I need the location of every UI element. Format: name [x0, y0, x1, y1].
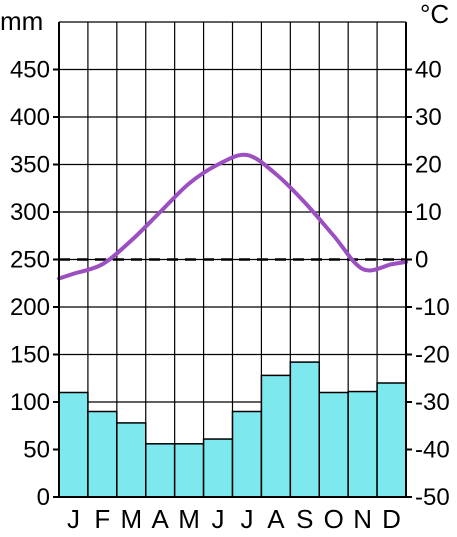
y-left-tick-label: 350 — [10, 152, 50, 179]
precipitation-bar — [260, 374, 292, 498]
y-right-tick-label: -50 — [415, 484, 450, 511]
y-left-tick-label: 0 — [37, 484, 50, 511]
precipitation-bar — [173, 443, 205, 498]
y-left-tick-label: 200 — [10, 294, 50, 321]
precipitation-bar — [318, 391, 349, 498]
precipitation-bar — [202, 438, 234, 498]
precipitation-bar — [347, 390, 378, 498]
y-right-tick-label: -10 — [415, 294, 450, 321]
x-category-label: J — [67, 504, 80, 534]
x-category-label: A — [267, 504, 285, 534]
x-category-label: M — [178, 504, 200, 534]
x-category-label: O — [324, 504, 344, 534]
precipitation-bar — [289, 361, 321, 498]
y-left-tick-label: 100 — [10, 389, 50, 416]
precipitation-bar — [116, 422, 147, 498]
y-right-tick-label: 20 — [415, 152, 442, 179]
precipitation-bar — [58, 391, 89, 498]
x-category-label: F — [94, 504, 110, 534]
precipitation-bar — [376, 382, 407, 498]
y-right-tick-label: -20 — [415, 342, 450, 369]
x-category-label: M — [120, 504, 142, 534]
precipitation-bar — [87, 410, 118, 498]
y-left-tick-label: 150 — [10, 342, 50, 369]
y-left-tick-label: 50 — [23, 437, 50, 464]
y-right-tick-label: 30 — [415, 104, 442, 131]
y-left-tick-label: 400 — [10, 104, 50, 131]
y-left-tick-label: 250 — [10, 247, 50, 274]
y-right-tick-label: 0 — [415, 247, 428, 274]
y-left-unit-label: mm — [0, 6, 43, 36]
x-category-label: J — [212, 504, 225, 534]
y-left-tick-label: 450 — [10, 57, 50, 84]
y-right-unit-label: °C — [420, 0, 449, 29]
temperature-line — [57, 152, 408, 281]
x-category-label: N — [353, 504, 372, 534]
precipitation-bar — [231, 410, 263, 498]
y-right-tick-label: -30 — [415, 389, 450, 416]
y-right-tick-label: 40 — [415, 57, 442, 84]
x-category-label: S — [296, 504, 313, 534]
x-category-label: D — [382, 504, 401, 534]
x-category-label: J — [240, 504, 253, 534]
x-category-label: A — [152, 504, 170, 534]
precipitation-bar — [145, 443, 176, 498]
y-right-tick-label: 10 — [415, 199, 442, 226]
y-left-tick-label: 300 — [10, 199, 50, 226]
y-right-tick-label: -40 — [415, 437, 450, 464]
